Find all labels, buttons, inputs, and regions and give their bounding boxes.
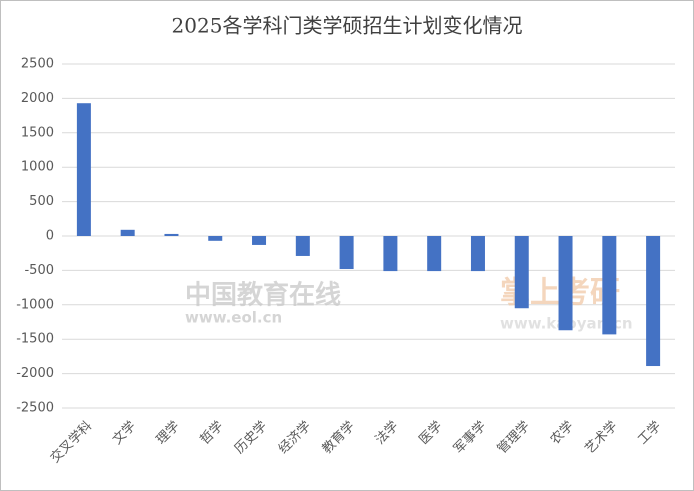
bar: [339, 236, 354, 270]
y-tick-label: -1500: [16, 332, 54, 347]
y-tick-label: -2500: [16, 401, 54, 416]
y-tick-label: -2000: [16, 366, 54, 381]
watermark: www.eol.cn: [185, 309, 282, 327]
y-tick-label: 1000: [21, 160, 54, 175]
watermark: 中国教育在线: [185, 280, 341, 311]
y-tick-label: 1500: [21, 125, 54, 140]
bar: [208, 236, 223, 241]
y-tick-label: -1000: [16, 297, 54, 312]
bar: [252, 236, 267, 245]
y-tick-label: -500: [24, 263, 54, 278]
bar: [120, 229, 135, 236]
bar: [470, 236, 485, 272]
bar: [164, 233, 179, 236]
bar: [76, 103, 91, 236]
y-tick-label: 0: [46, 229, 54, 244]
bar: [602, 236, 617, 335]
bar: [514, 236, 529, 309]
y-tick-label: 2500: [21, 57, 54, 72]
chart-title: 2025各学科门类学硕招生计划变化情况: [172, 14, 523, 38]
y-tick-label: 2000: [21, 91, 54, 106]
bar: [558, 236, 573, 331]
bar: [383, 236, 398, 272]
bar: [427, 236, 442, 272]
y-tick-label: 500: [29, 194, 54, 209]
bar: [646, 236, 661, 367]
bar: [295, 236, 310, 256]
